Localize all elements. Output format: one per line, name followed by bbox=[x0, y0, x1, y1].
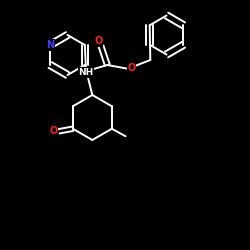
Text: O: O bbox=[94, 36, 103, 46]
Text: O: O bbox=[128, 62, 136, 72]
Text: N: N bbox=[46, 40, 54, 50]
Text: O: O bbox=[50, 126, 58, 136]
Text: NH: NH bbox=[78, 68, 94, 77]
